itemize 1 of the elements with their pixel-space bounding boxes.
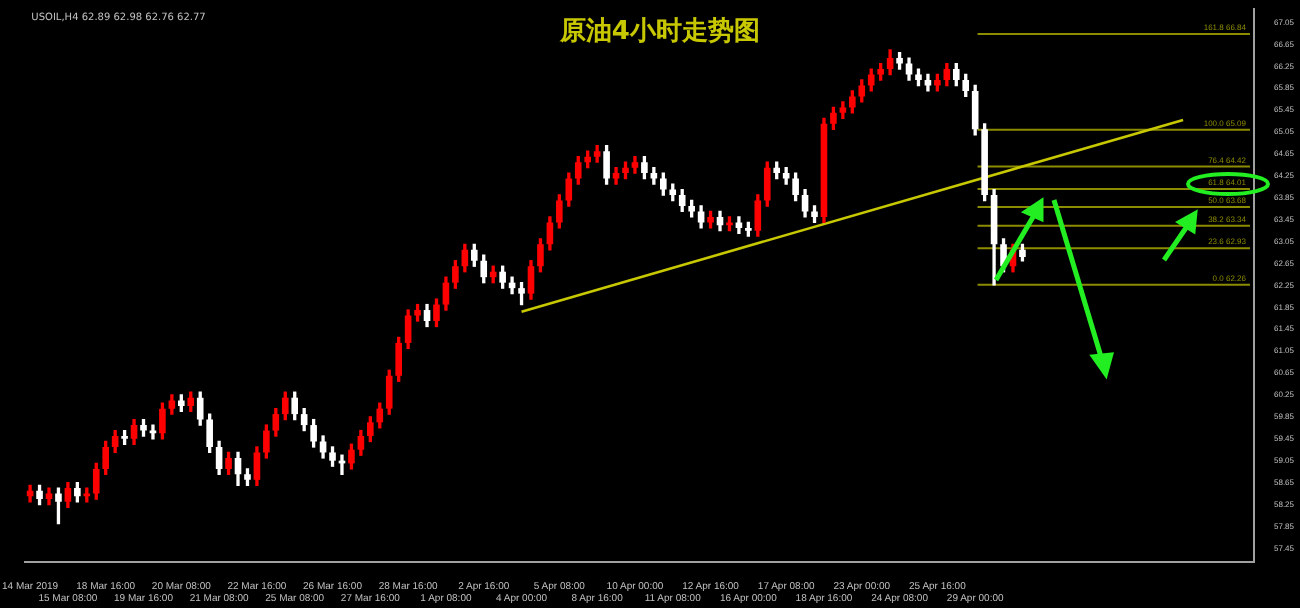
chart-title: 原油4小时走势图: [557, 14, 760, 47]
